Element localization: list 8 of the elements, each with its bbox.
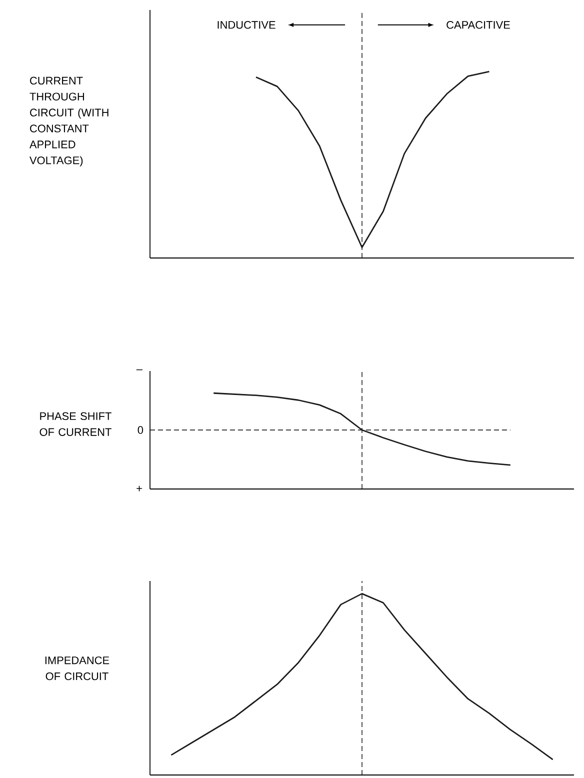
text: INDUCTIVE: [218, 21, 276, 29]
text: CAPACITIVE: [446, 21, 510, 29]
text: +: [136, 486, 142, 492]
ref-line-label: 0: [138, 426, 144, 434]
y-axis-title: CURRENT THROUGH CIRCUIT (WITH CONSTANT APPLIED VOLTAGE): [29, 76, 108, 166]
text: –: [136, 369, 142, 370]
y-axis-title: PHASE SHIFT OF CURRENT: [40, 412, 112, 436]
y-axis-title: IMPEDANCE OF CIRCUIT: [45, 656, 110, 680]
